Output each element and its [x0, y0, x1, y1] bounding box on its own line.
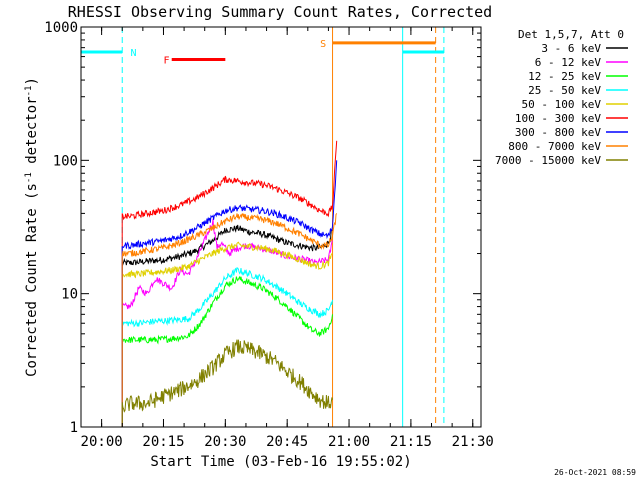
series-100-300-kev — [121, 140, 338, 427]
x-tick-label-4: 20:45 — [266, 434, 308, 450]
x-tick-label-6: 21:15 — [390, 434, 432, 450]
tick-marks — [80, 27, 481, 428]
series-800-7000-kev — [121, 213, 338, 427]
y-axis-label-sup-1: -1 — [24, 172, 34, 183]
flag-label-f: F — [163, 56, 169, 67]
x-tick-label-3: 20:30 — [204, 434, 246, 450]
series-50-100-kev — [121, 241, 333, 427]
series-25-50-kev — [121, 267, 333, 427]
legend-label-12-25-kev: 12 - 25 keV — [528, 70, 601, 83]
y-axis-label-sup-2: -1 — [24, 86, 34, 97]
x-tick-label-1: 20:00 — [81, 434, 123, 450]
legend-label-800-7000-kev: 800 - 7000 keV — [508, 140, 601, 153]
legend-label-25-50-kev: 25 - 50 keV — [528, 84, 601, 97]
y-tick-labels: 1 10 100 1000 — [44, 20, 78, 436]
y-tick-label-3: 100 — [53, 153, 78, 169]
legend-label-6-12-kev: 6 - 12 keV — [535, 56, 602, 69]
series-7000-15000-kev — [121, 339, 333, 427]
series-6-12-kev — [121, 218, 333, 427]
timestamp: 26-Oct-2021 08:59 — [554, 468, 636, 477]
y-axis-label-part-2: detector — [24, 96, 40, 172]
legend-label-50-100-kev: 50 - 100 keV — [522, 98, 602, 111]
y-axis-label-part-1: Corrected Count Rate (s — [24, 183, 40, 377]
series-300-800-kev — [121, 160, 338, 427]
flag-label-n: N — [130, 48, 136, 59]
flag-layer: N F S — [81, 39, 444, 67]
x-tick-labels: 20:00 20:15 20:30 20:45 21:00 21:15 21:30 — [81, 434, 494, 450]
legend-label-7000-15000-kev: 7000 - 15000 keV — [495, 154, 601, 167]
y-axis-label: Corrected Count Rate (s-1 detector-1) — [24, 77, 40, 377]
series-3-6-kev — [121, 224, 333, 427]
legend-label-300-800-kev: 300 - 800 keV — [515, 126, 601, 139]
series-layer — [121, 140, 338, 427]
plot-area: N F S — [80, 26, 482, 428]
x-axis-label: Start Time (03-Feb-16 19:55:02) — [150, 454, 411, 470]
chart-title: RHESSI Observing Summary Count Rates, Co… — [68, 3, 492, 21]
y-tick-label-1: 1 — [70, 420, 78, 436]
x-tick-label-7: 21:30 — [452, 434, 494, 450]
x-tick-label-2: 20:15 — [142, 434, 184, 450]
y-axis-label-part-3: ) — [24, 77, 40, 85]
legend-label-100-300-kev: 100 - 300 keV — [515, 112, 601, 125]
x-tick-label-5: 21:00 — [328, 434, 370, 450]
series-12-25-kev — [121, 275, 333, 427]
y-tick-label-2: 10 — [61, 287, 78, 303]
legend-label-3-6-kev: 3 - 6 keV — [541, 42, 601, 55]
plot-frame — [80, 26, 482, 428]
flag-label-s: S — [320, 39, 326, 50]
y-tick-label-4: 1000 — [44, 20, 78, 36]
period-lines — [80, 27, 445, 427]
legend-title: Det 1,5,7, Att 0 — [518, 28, 624, 41]
